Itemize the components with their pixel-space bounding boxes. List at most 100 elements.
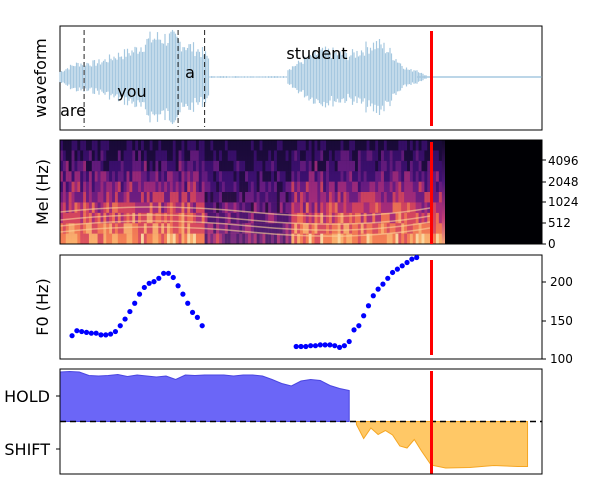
mel-cell	[83, 150, 87, 161]
mel-cell	[386, 202, 390, 213]
mel-cell	[129, 212, 133, 224]
mel-cell	[349, 150, 353, 161]
mel-cell	[65, 233, 69, 244]
mel-cell	[86, 171, 90, 182]
mel-cell	[381, 150, 385, 161]
mel-cell	[138, 233, 142, 244]
mel-cell	[204, 140, 208, 151]
mel-cell	[343, 192, 347, 203]
mel-cell	[412, 181, 416, 192]
f0-point	[370, 293, 376, 299]
mel-cell	[86, 223, 90, 234]
mel-cell	[250, 140, 254, 151]
mel-cell	[68, 223, 72, 234]
mel-cell	[216, 160, 220, 172]
mel-cell	[155, 212, 159, 224]
mel-cell	[340, 223, 344, 234]
mel-cell	[114, 233, 118, 244]
mel-cell	[138, 192, 142, 203]
mel-cell	[230, 223, 234, 234]
mel-cell	[71, 171, 75, 182]
mel-cell	[300, 202, 304, 213]
mel-cell	[265, 192, 269, 203]
mel-cell	[62, 150, 66, 161]
mel-cell	[94, 181, 98, 192]
mel-cell	[346, 150, 350, 161]
mel-cell	[354, 171, 358, 182]
mel-cell	[94, 212, 98, 224]
mel-cell	[140, 223, 144, 234]
mel-cell	[392, 150, 396, 161]
mel-cell	[100, 160, 104, 172]
mel-cell	[389, 181, 393, 192]
mel-cell	[74, 192, 78, 203]
mel-cell	[135, 212, 139, 224]
mel-cell	[418, 192, 422, 203]
mel-cell	[409, 171, 413, 182]
mel-cell	[395, 192, 399, 203]
mel-cell	[346, 192, 350, 203]
mel-cell	[247, 181, 251, 192]
mel-cell	[221, 171, 225, 182]
mel-cell	[126, 223, 130, 234]
mel-cell	[328, 202, 332, 213]
mel-cell	[123, 181, 127, 192]
f0-point	[409, 256, 415, 262]
word-label-you: you	[117, 82, 146, 101]
word-label-a: a	[185, 63, 195, 82]
mel-cell	[294, 181, 298, 192]
mel-cell	[311, 171, 315, 182]
mel-cell	[314, 212, 318, 224]
mel-cell	[274, 233, 277, 244]
mel-cell	[83, 160, 87, 172]
mel-cell	[398, 171, 402, 182]
mel-cell	[74, 140, 78, 151]
mel-cell	[253, 212, 257, 224]
mel-cell	[138, 212, 142, 224]
mel-cell	[285, 171, 289, 182]
mel-cell	[187, 171, 191, 182]
mel-cell	[77, 140, 81, 151]
mel-cell	[239, 192, 243, 203]
mel-cell	[216, 233, 220, 244]
mel-cell	[320, 150, 324, 161]
f0-point	[122, 316, 128, 322]
mel-cell	[271, 233, 275, 244]
mel-cell	[259, 233, 263, 244]
mel-cell	[88, 192, 92, 203]
mel-spectrogram	[60, 140, 542, 244]
mel-cell	[193, 171, 197, 182]
mel-cell	[68, 212, 72, 224]
mel-cell	[140, 140, 144, 151]
mel-cell	[435, 160, 439, 172]
mel-cell	[100, 140, 104, 151]
mel-cell	[357, 181, 361, 192]
mel-cell	[221, 160, 225, 172]
mel-cell	[80, 160, 84, 172]
mel-cell	[308, 202, 312, 213]
mel-cell	[262, 202, 266, 213]
mel-cell	[253, 233, 257, 244]
mel-cell	[184, 160, 188, 172]
mel-cell	[424, 140, 428, 151]
mel-cell	[311, 160, 315, 172]
mel-cell	[331, 160, 335, 172]
mel-cell	[91, 192, 95, 203]
mel-cell	[421, 160, 425, 172]
mel-cell	[360, 212, 364, 224]
mel-cell	[158, 150, 162, 161]
mel-cell	[274, 192, 277, 203]
mel-cell	[398, 160, 402, 172]
mel-cell	[363, 150, 367, 161]
mel-cell	[349, 181, 353, 192]
mel-cell	[161, 212, 165, 224]
mel-cell	[112, 140, 116, 151]
mel-cell	[366, 150, 370, 161]
mel-cell	[378, 140, 382, 151]
mel-cell	[294, 150, 298, 161]
mel-cell	[71, 202, 75, 213]
mel-cell	[245, 212, 249, 224]
mel-cell	[276, 212, 280, 224]
mel-cell	[172, 223, 176, 234]
mel-cell	[285, 202, 289, 213]
